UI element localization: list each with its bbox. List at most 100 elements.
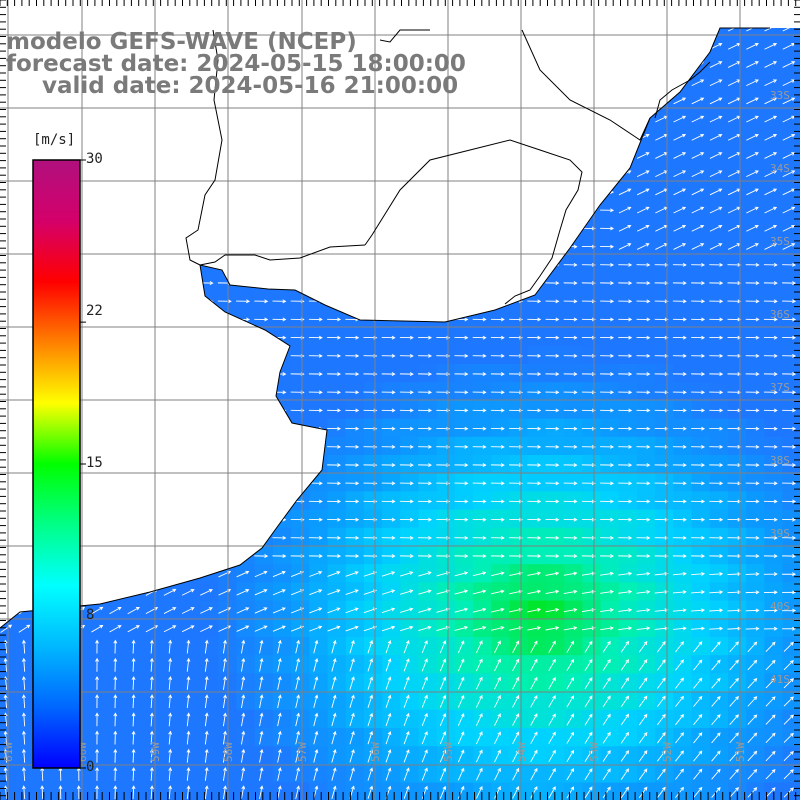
wind-cell: [91, 673, 110, 693]
wind-cell: [309, 673, 329, 693]
wind-cell: [382, 382, 401, 401]
wind-cell: [291, 764, 310, 784]
wind-cell: [709, 345, 729, 365]
wind-cell: [491, 691, 511, 711]
wind-cell: [0, 0, 19, 19]
wind-arrow: [709, 243, 723, 250]
wind-cell: [728, 764, 747, 784]
wind-arrow: [17, 80, 32, 85]
wind-arrow: [691, 390, 706, 395]
wind-cell: [382, 746, 401, 765]
wind-arrow: [472, 262, 487, 267]
wind-arrow: [131, 657, 136, 672]
wind-arrow: [490, 607, 505, 613]
wind-arrow: [222, 730, 227, 745]
wind-cell: [400, 491, 420, 511]
wind-cell: [491, 109, 511, 128]
wind-cell: [764, 582, 784, 602]
wind-arrow: [277, 639, 282, 654]
wind-cell: [273, 382, 292, 401]
wind-cell: [564, 109, 583, 128]
wind-cell: [673, 109, 693, 128]
wind-arrow: [204, 639, 209, 654]
wind-arrow: [454, 390, 469, 395]
wind-arrow: [385, 749, 392, 763]
wind-cell: [163, 491, 183, 511]
wind-arrow: [709, 408, 724, 413]
wind-cell: [546, 473, 565, 492]
wind-cell: [782, 364, 800, 383]
wind-cell: [509, 673, 529, 693]
wind-cell: [0, 637, 19, 656]
wind-cell: [764, 436, 784, 456]
wind-cell: [327, 109, 347, 128]
wind-arrow: [782, 444, 797, 449]
wind-cell: [291, 473, 310, 492]
wind-arrow: [277, 694, 282, 709]
wind-arrow: [672, 426, 687, 431]
wind-arrow: [277, 785, 282, 800]
wind-arrow: [418, 44, 433, 49]
wind-cell: [709, 182, 729, 201]
wind-arrow: [709, 115, 723, 123]
wind-arrow: [764, 28, 778, 32]
wind-cell: [163, 564, 183, 583]
wind-arrow: [0, 535, 14, 540]
wind-cell: [382, 673, 401, 693]
wind-arrow: [381, 153, 396, 158]
wind-arrow: [672, 335, 687, 340]
wind-arrow: [654, 408, 669, 413]
wind-cell: [364, 182, 383, 201]
wind-cell: [564, 691, 583, 711]
wind-arrow: [563, 80, 578, 85]
wind-arrow: [602, 786, 611, 799]
wind-cell: [691, 400, 711, 420]
wind-arrow: [381, 554, 396, 559]
wind-arrow: [108, 244, 123, 249]
wind-cell: [764, 109, 784, 128]
wind-arrow: [91, 625, 104, 633]
wind-arrow: [54, 153, 69, 158]
wind-arrow: [745, 390, 760, 395]
wind-cell: [127, 0, 146, 19]
wind-cell: [582, 764, 602, 784]
wind-arrow: [454, 517, 469, 522]
wind-arrow: [490, 444, 505, 449]
wind-cell: [309, 345, 329, 365]
wind-cell: [91, 109, 110, 128]
wind-arrow: [17, 481, 32, 486]
wind-arrow: [204, 712, 209, 727]
wind-arrow: [454, 28, 469, 31]
wind-arrow: [764, 133, 778, 141]
wind-arrow: [345, 335, 360, 340]
wind-arrow: [418, 244, 433, 249]
wind-cell: [709, 436, 729, 456]
wind-cell: [236, 782, 256, 800]
wind-cell: [746, 600, 765, 620]
wind-arrow: [272, 299, 287, 304]
wind-cell: [764, 673, 784, 693]
wind-cell: [400, 400, 420, 420]
wind-arrow: [675, 659, 684, 671]
wind-arrow: [72, 117, 87, 122]
wind-cell: [473, 509, 492, 529]
wind-cell: [600, 291, 620, 310]
wind-cell: [527, 382, 547, 401]
wind-arrow: [765, 732, 776, 743]
wind-arrow: [418, 463, 433, 468]
wind-cell: [691, 418, 711, 438]
wind-cell: [273, 546, 292, 565]
wind-arrow: [472, 153, 487, 158]
wind-arrow: [0, 226, 14, 231]
wind-cell: [491, 145, 511, 165]
wind-cell: [182, 673, 201, 693]
wind-cell: [782, 163, 800, 183]
wind-arrow: [3, 730, 8, 745]
wind-cell: [746, 746, 765, 765]
wind-arrow: [563, 626, 578, 631]
wind-arrow: [527, 80, 542, 85]
wind-arrow: [108, 99, 123, 104]
wind-cell: [746, 673, 765, 693]
wind-arrow: [259, 657, 264, 672]
wind-arrow: [620, 750, 630, 762]
